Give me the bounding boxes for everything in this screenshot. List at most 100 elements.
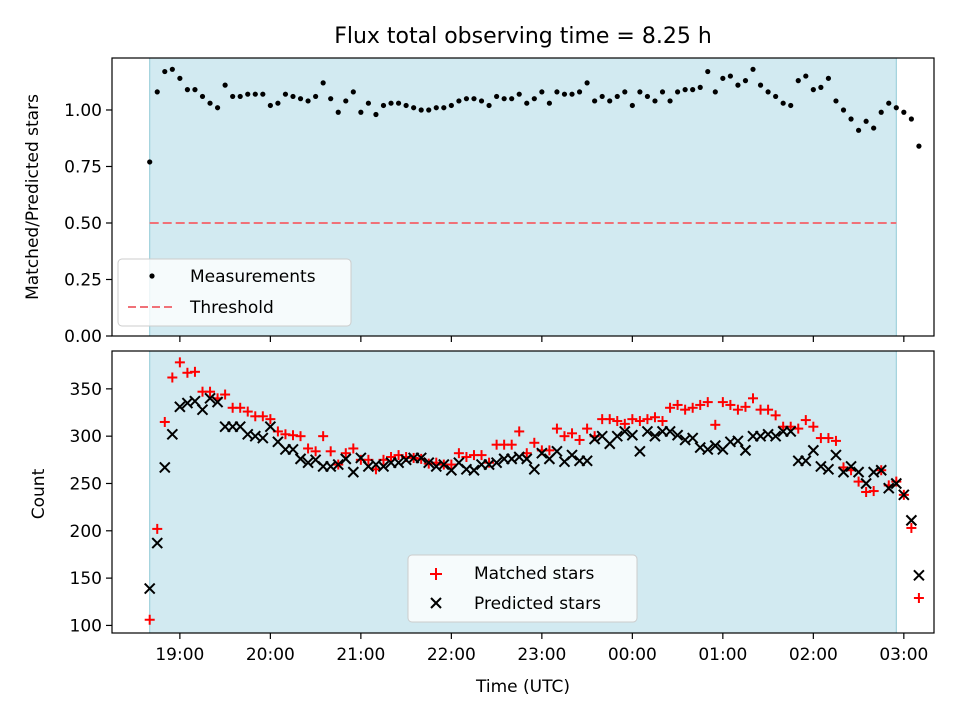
matched-star-point bbox=[295, 431, 306, 442]
predicted-star-point bbox=[649, 430, 661, 442]
matched-star-point bbox=[235, 402, 246, 413]
measurement-point bbox=[773, 93, 779, 100]
matched-star-point bbox=[205, 386, 216, 397]
measurement-point bbox=[222, 82, 228, 88]
predicted-star-point bbox=[166, 428, 179, 440]
measurement-point bbox=[433, 105, 439, 111]
measurement-point bbox=[599, 93, 605, 100]
matched-star-point bbox=[265, 414, 276, 425]
bottom-panel: 100 150 200 250 300 350 19:00 20:00 21:00 22:00 23… bbox=[29, 350, 935, 697]
measurement-point bbox=[584, 80, 590, 86]
predicted-star-point bbox=[739, 444, 752, 457]
measurement-point bbox=[908, 116, 914, 122]
matched-star-point bbox=[680, 404, 691, 415]
top-y-tick-label: 0.25 bbox=[64, 270, 102, 290]
measurement-point bbox=[365, 100, 372, 106]
measurement-point bbox=[320, 80, 326, 86]
measurement-point bbox=[614, 93, 620, 100]
matched-star-point bbox=[582, 423, 593, 434]
x-tick-label: 00:00 bbox=[608, 645, 657, 665]
measurement-point bbox=[840, 107, 847, 113]
measurement-point bbox=[169, 66, 175, 72]
measurement-point bbox=[411, 105, 417, 111]
measurement-point bbox=[916, 143, 922, 149]
matched-star-point bbox=[642, 414, 653, 425]
bottom-legend-box bbox=[407, 554, 638, 623]
matched-star-point bbox=[725, 399, 736, 410]
predicted-star-point bbox=[641, 425, 654, 438]
measurement-point bbox=[184, 87, 191, 93]
measurement-point bbox=[788, 102, 794, 109]
matched-star-point bbox=[868, 486, 879, 497]
matched-star-point bbox=[687, 402, 698, 413]
measurement-point bbox=[373, 111, 379, 118]
predicted-star-point bbox=[822, 463, 835, 475]
measurement-point bbox=[644, 93, 651, 100]
predicted-star-point bbox=[287, 443, 299, 456]
matched-star-point bbox=[913, 592, 924, 603]
matched-star-point bbox=[657, 416, 668, 427]
bottom-axes-frame bbox=[111, 350, 935, 634]
predicted-star-point bbox=[898, 489, 910, 501]
measurement-point bbox=[395, 100, 402, 106]
bottom-y-tick-label: 100 bbox=[70, 616, 102, 636]
bottom-y-axis-label: Count bbox=[29, 468, 49, 519]
matched-star-point bbox=[891, 476, 902, 487]
top-legend-box bbox=[117, 258, 352, 327]
measurement-point bbox=[335, 109, 341, 115]
measurement-point bbox=[501, 96, 507, 102]
legend-threshold-label: Threshold bbox=[189, 298, 274, 318]
predicted-star-point bbox=[611, 430, 623, 442]
predicted-star-point bbox=[204, 392, 216, 405]
bottom-y-tick-label: 250 bbox=[70, 474, 102, 494]
matched-star-point bbox=[461, 451, 472, 462]
predicted-star-point bbox=[845, 460, 857, 473]
measurement-point bbox=[546, 100, 552, 106]
predicted-star-point bbox=[732, 435, 744, 447]
predicted-star-point bbox=[377, 460, 390, 473]
measurement-point bbox=[607, 98, 613, 104]
predicted-star-point bbox=[875, 464, 887, 476]
predicted-star-point bbox=[211, 396, 224, 408]
matched-star-point bbox=[748, 393, 759, 404]
matched-star-point bbox=[702, 397, 713, 408]
x-tick-label: 22:00 bbox=[427, 645, 476, 665]
matched-star-point bbox=[808, 421, 819, 432]
measurement-point bbox=[267, 102, 273, 109]
matched-star-point bbox=[476, 450, 487, 461]
matched-star-point bbox=[529, 437, 540, 448]
measurement-point bbox=[629, 102, 635, 109]
matched-star-point bbox=[800, 415, 811, 426]
bottom-y-tick-label: 150 bbox=[70, 569, 102, 589]
measurement-point bbox=[448, 102, 454, 109]
predicted-star-point bbox=[332, 458, 344, 471]
measurement-point bbox=[516, 91, 522, 97]
matched-star-point bbox=[612, 416, 623, 427]
measurement-point bbox=[561, 91, 568, 97]
predicted-star-point bbox=[294, 453, 307, 465]
matched-star-point bbox=[325, 446, 336, 457]
measurement-point bbox=[343, 98, 349, 104]
matched-star-point bbox=[634, 416, 645, 427]
measurement-point bbox=[765, 89, 771, 95]
measurement-point bbox=[192, 87, 198, 93]
measurement-point bbox=[230, 93, 236, 100]
measurement-point bbox=[742, 78, 749, 84]
legend-predicted-label: Predicted stars bbox=[474, 594, 601, 614]
predicted-star-point bbox=[807, 444, 820, 457]
predicted-star-point bbox=[800, 455, 812, 467]
matched-star-point bbox=[514, 426, 525, 437]
matched-star-point bbox=[740, 401, 751, 412]
matched-star-point bbox=[770, 410, 781, 421]
legend-matched-label: Matched stars bbox=[474, 564, 594, 584]
matched-star-point bbox=[174, 357, 185, 368]
predicted-star-point bbox=[566, 449, 578, 461]
x-axis-label: Time (UTC) bbox=[475, 677, 570, 697]
measurement-point bbox=[456, 98, 462, 104]
predicted-star-point bbox=[664, 425, 676, 438]
measurement-point bbox=[313, 93, 319, 100]
x-tick-label: 23:00 bbox=[517, 645, 566, 665]
matched-star-point bbox=[152, 523, 163, 534]
predicted-star-point bbox=[913, 569, 925, 581]
predicted-star-point bbox=[551, 445, 563, 458]
